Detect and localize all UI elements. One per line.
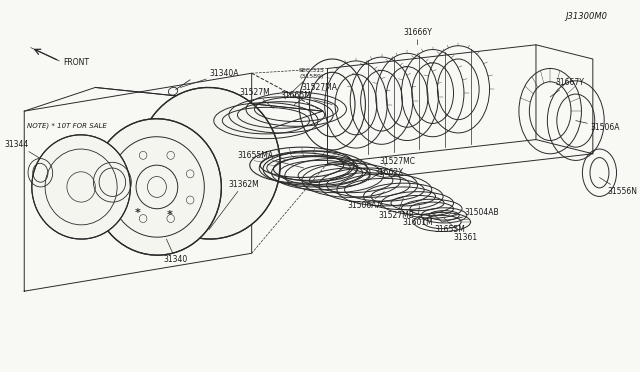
- Text: 31527MC: 31527MC: [368, 157, 415, 180]
- Text: 31556N: 31556N: [600, 177, 637, 196]
- Text: 31340A: 31340A: [180, 69, 239, 87]
- Text: SEC.315
(31589): SEC.315 (31589): [285, 68, 325, 99]
- Text: FRONT: FRONT: [63, 58, 89, 67]
- Text: 31527MA: 31527MA: [294, 83, 338, 105]
- Text: *: *: [135, 208, 141, 218]
- Text: J31300M0: J31300M0: [565, 12, 607, 21]
- Text: 31665M: 31665M: [280, 90, 332, 105]
- Text: 31362M: 31362M: [209, 180, 259, 230]
- Ellipse shape: [138, 87, 280, 239]
- Text: 31506AA: 31506AA: [348, 192, 385, 211]
- Text: 31601M: 31601M: [402, 206, 433, 227]
- Text: 31666Y: 31666Y: [403, 28, 432, 45]
- Text: 31667Y: 31667Y: [550, 78, 584, 97]
- Text: 31506A: 31506A: [576, 121, 620, 132]
- Text: 31340: 31340: [164, 239, 188, 264]
- Text: 31527M: 31527M: [239, 88, 273, 108]
- Ellipse shape: [32, 135, 131, 239]
- Text: *: *: [166, 211, 172, 220]
- Text: 31504AB: 31504AB: [442, 208, 500, 222]
- Text: 31655M: 31655M: [432, 212, 465, 234]
- Text: 31527MB: 31527MB: [379, 198, 415, 220]
- Text: 31361: 31361: [444, 218, 477, 242]
- Text: 31655MA: 31655MA: [237, 151, 304, 168]
- Ellipse shape: [92, 119, 221, 255]
- Text: NOTE) * 10T FOR SALE: NOTE) * 10T FOR SALE: [27, 122, 107, 129]
- Text: 31662X: 31662X: [374, 163, 404, 177]
- Text: 31344: 31344: [4, 140, 40, 158]
